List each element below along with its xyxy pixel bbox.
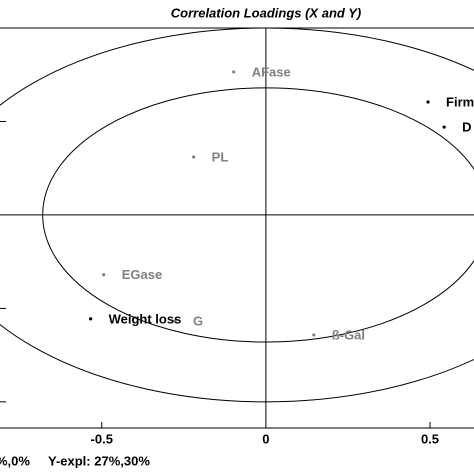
point <box>102 273 106 277</box>
point-label: Firm <box>446 94 474 109</box>
point-label: D <box>462 120 471 135</box>
point-label: Weight loss <box>109 311 182 326</box>
point-label: EGase <box>122 267 162 282</box>
point-label: PL <box>212 149 229 164</box>
point <box>426 100 430 104</box>
point <box>442 125 446 129</box>
point-label: G <box>193 313 203 328</box>
point <box>192 155 196 159</box>
chart-title: Correlation Loadings (X and Y) <box>171 5 361 20</box>
point <box>88 317 93 321</box>
footer-text: %,0% <box>0 453 30 468</box>
x-tick-label: -0.5 <box>91 431 113 446</box>
point-label: AFase <box>252 64 291 79</box>
footer-text: Y-expl: 27%,30% <box>48 453 150 468</box>
point <box>173 319 177 323</box>
x-tick-label: 0.5 <box>421 431 439 446</box>
point-label: ß-Gal <box>332 327 365 342</box>
point <box>232 70 236 74</box>
point <box>312 333 316 337</box>
x-tick-label: 0 <box>262 431 269 446</box>
